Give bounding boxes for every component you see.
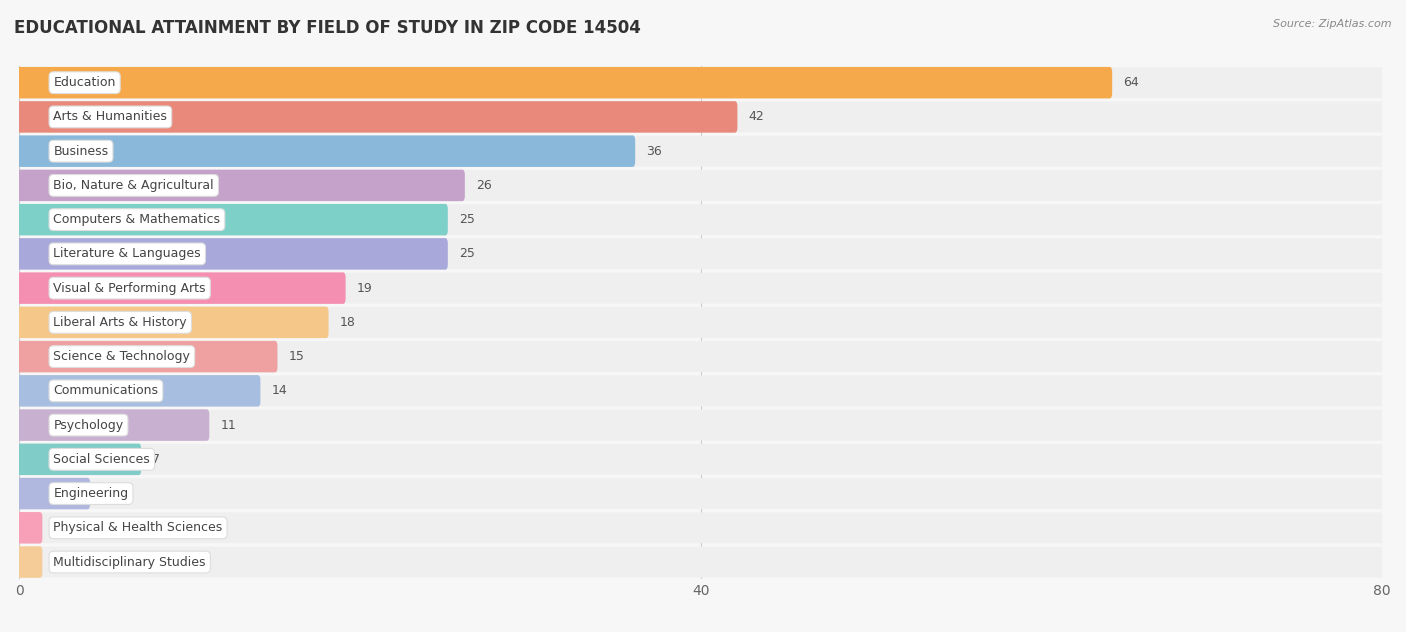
Text: 4: 4	[101, 487, 110, 500]
Text: Visual & Performing Arts: Visual & Performing Arts	[53, 282, 205, 295]
Text: Multidisciplinary Studies: Multidisciplinary Studies	[53, 556, 205, 569]
FancyBboxPatch shape	[20, 547, 1382, 578]
Text: 19: 19	[357, 282, 373, 295]
FancyBboxPatch shape	[17, 444, 141, 475]
FancyBboxPatch shape	[20, 513, 1382, 544]
Text: EDUCATIONAL ATTAINMENT BY FIELD OF STUDY IN ZIP CODE 14504: EDUCATIONAL ATTAINMENT BY FIELD OF STUDY…	[14, 19, 641, 37]
Text: Education: Education	[53, 76, 115, 89]
Text: Physical & Health Sciences: Physical & Health Sciences	[53, 521, 222, 534]
Text: Computers & Mathematics: Computers & Mathematics	[53, 213, 221, 226]
FancyBboxPatch shape	[20, 410, 1382, 441]
Text: 36: 36	[647, 145, 662, 157]
Text: Source: ZipAtlas.com: Source: ZipAtlas.com	[1274, 19, 1392, 29]
FancyBboxPatch shape	[17, 272, 346, 304]
FancyBboxPatch shape	[17, 101, 737, 133]
Text: Social Sciences: Social Sciences	[53, 453, 150, 466]
FancyBboxPatch shape	[20, 307, 1382, 337]
Text: 25: 25	[458, 247, 475, 260]
Text: 7: 7	[152, 453, 160, 466]
Text: Engineering: Engineering	[53, 487, 128, 500]
Text: Communications: Communications	[53, 384, 159, 398]
FancyBboxPatch shape	[20, 273, 1382, 303]
FancyBboxPatch shape	[20, 204, 1382, 235]
FancyBboxPatch shape	[17, 169, 465, 201]
FancyBboxPatch shape	[20, 102, 1382, 132]
FancyBboxPatch shape	[17, 546, 42, 578]
FancyBboxPatch shape	[17, 238, 447, 270]
FancyBboxPatch shape	[17, 375, 260, 406]
Text: Bio, Nature & Agricultural: Bio, Nature & Agricultural	[53, 179, 214, 192]
FancyBboxPatch shape	[20, 478, 1382, 509]
FancyBboxPatch shape	[17, 135, 636, 167]
FancyBboxPatch shape	[20, 170, 1382, 201]
Text: Science & Technology: Science & Technology	[53, 350, 190, 363]
Text: Arts & Humanities: Arts & Humanities	[53, 111, 167, 123]
FancyBboxPatch shape	[20, 341, 1382, 372]
Text: 15: 15	[288, 350, 305, 363]
Text: 25: 25	[458, 213, 475, 226]
FancyBboxPatch shape	[17, 410, 209, 441]
FancyBboxPatch shape	[17, 478, 90, 509]
Text: 0: 0	[53, 521, 62, 534]
FancyBboxPatch shape	[20, 238, 1382, 269]
Text: 0: 0	[53, 556, 62, 569]
Text: Liberal Arts & History: Liberal Arts & History	[53, 316, 187, 329]
Text: Psychology: Psychology	[53, 418, 124, 432]
Text: Business: Business	[53, 145, 108, 157]
Text: 42: 42	[748, 111, 765, 123]
FancyBboxPatch shape	[20, 67, 1382, 98]
Text: 18: 18	[340, 316, 356, 329]
Text: 11: 11	[221, 418, 236, 432]
FancyBboxPatch shape	[20, 444, 1382, 475]
FancyBboxPatch shape	[17, 67, 1112, 99]
FancyBboxPatch shape	[17, 307, 329, 338]
FancyBboxPatch shape	[17, 341, 277, 372]
FancyBboxPatch shape	[20, 136, 1382, 167]
Text: 14: 14	[271, 384, 287, 398]
Text: Literature & Languages: Literature & Languages	[53, 247, 201, 260]
FancyBboxPatch shape	[17, 204, 447, 235]
FancyBboxPatch shape	[17, 512, 42, 544]
Text: 64: 64	[1123, 76, 1139, 89]
FancyBboxPatch shape	[20, 375, 1382, 406]
Text: 26: 26	[475, 179, 492, 192]
